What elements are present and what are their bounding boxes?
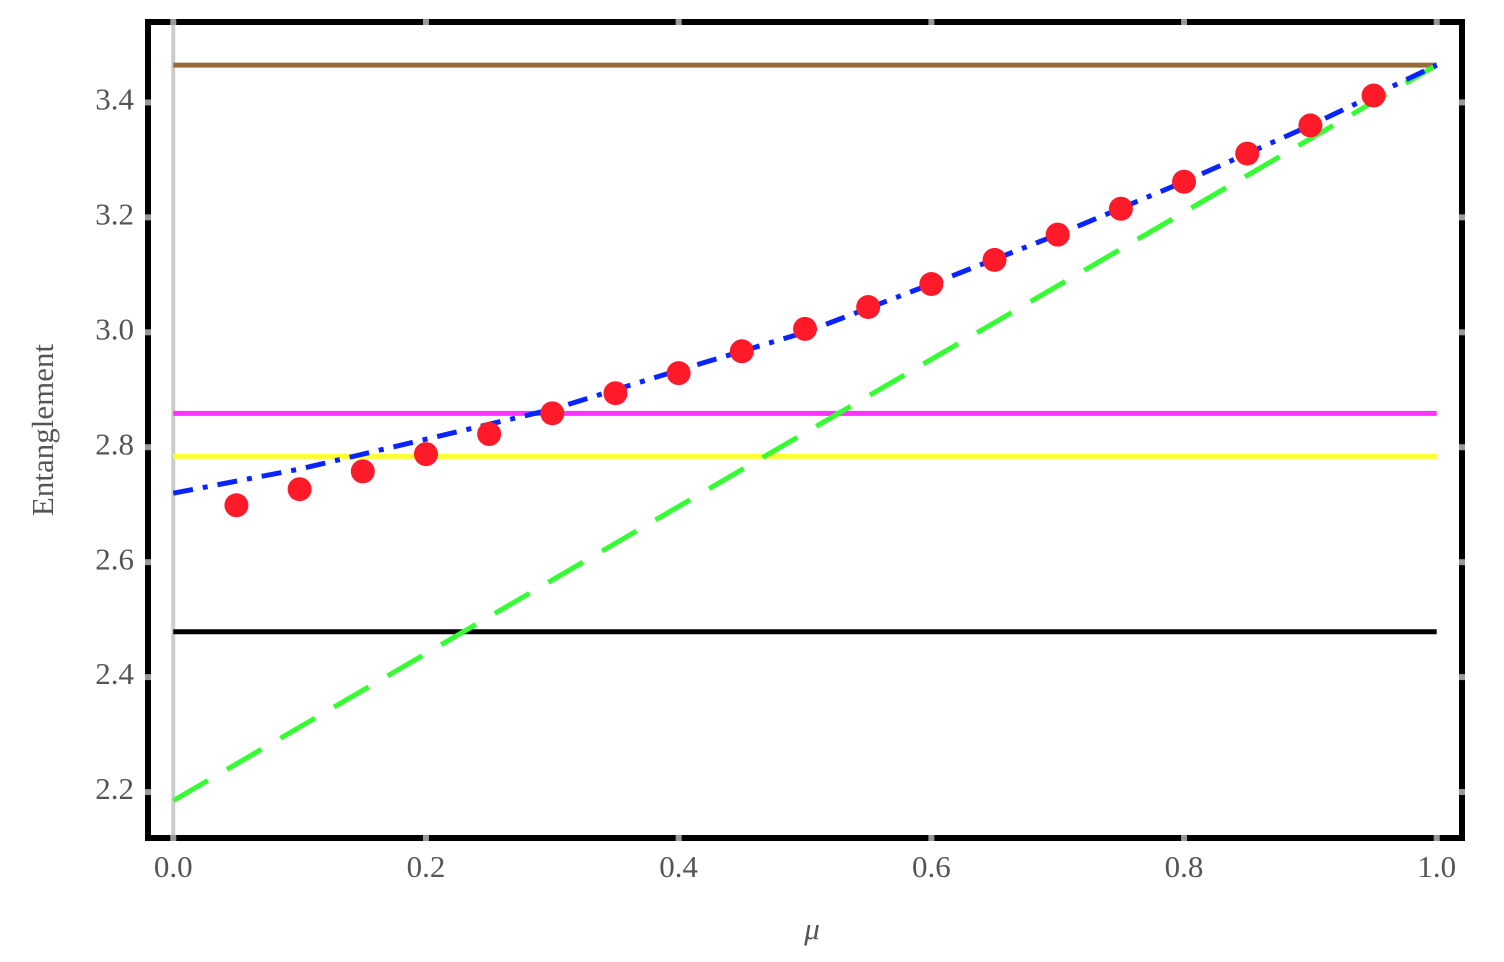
data-point bbox=[1235, 141, 1260, 166]
series-line bbox=[172, 62, 1438, 803]
x-tick-label: 1.0 bbox=[1417, 849, 1456, 884]
data-point bbox=[603, 381, 628, 406]
data-point bbox=[1298, 113, 1323, 138]
x-tick-label: 0.0 bbox=[154, 849, 193, 884]
data-point bbox=[856, 295, 881, 320]
plot-frame bbox=[145, 19, 1465, 841]
data-point bbox=[477, 422, 502, 447]
y-tick-label: 3.2 bbox=[95, 196, 134, 231]
data-point bbox=[1108, 196, 1133, 221]
series-line bbox=[172, 62, 1438, 496]
y-tick-label: 2.6 bbox=[95, 541, 134, 576]
x-tick-label: 0.6 bbox=[912, 849, 951, 884]
y-tick-label: 2.8 bbox=[95, 426, 134, 461]
y-tick-label: 2.4 bbox=[95, 656, 134, 691]
x-tick-label: 0.2 bbox=[407, 849, 446, 884]
y-tick-label: 3.4 bbox=[95, 82, 134, 117]
data-point bbox=[666, 361, 691, 386]
y-axis-label: Entanglement bbox=[25, 344, 60, 517]
data-point bbox=[1361, 83, 1386, 108]
x-axis-label: μ bbox=[803, 911, 820, 946]
data-point bbox=[982, 247, 1007, 272]
data-point bbox=[1045, 222, 1070, 247]
data-point bbox=[1172, 169, 1197, 194]
data-point bbox=[413, 442, 438, 467]
data-point bbox=[919, 272, 944, 297]
data-point bbox=[287, 477, 312, 502]
x-tick-label: 0.8 bbox=[1165, 849, 1204, 884]
x-tick-label: 0.4 bbox=[659, 849, 698, 884]
data-point bbox=[793, 316, 817, 341]
data-point bbox=[350, 459, 375, 484]
data-point bbox=[224, 493, 249, 518]
data-point bbox=[540, 401, 565, 426]
data-point bbox=[729, 339, 754, 364]
y-tick-label: 3.0 bbox=[95, 311, 134, 346]
y-tick-label: 2.2 bbox=[95, 771, 134, 806]
